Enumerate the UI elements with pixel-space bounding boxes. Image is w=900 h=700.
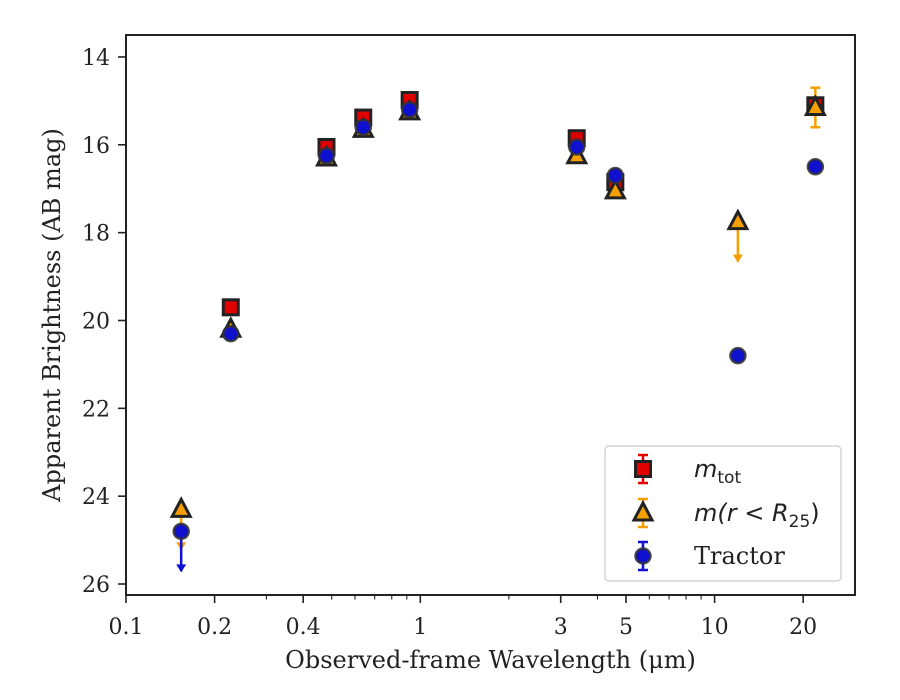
circle-data-point — [606, 166, 625, 185]
circle-data-point — [400, 100, 419, 119]
circle-data-point — [354, 118, 373, 136]
legend-label: Tractor — [694, 542, 785, 570]
circle-data-point — [222, 324, 240, 343]
legend-square-swatch — [634, 460, 652, 478]
y-tick-label: 18 — [82, 222, 110, 247]
y-tick-label: 16 — [82, 134, 110, 159]
y-axis-label: Apparent Brightness (AB mag) — [38, 128, 66, 503]
triangle-data-point — [726, 208, 750, 231]
y-tick-label: 24 — [82, 485, 110, 510]
x-tick-label: 0.2 — [197, 615, 232, 640]
triangle-data-point — [603, 177, 627, 200]
square-data-point — [221, 298, 240, 317]
legend-label: mtot — [694, 455, 741, 488]
circle-data-point — [317, 147, 336, 165]
x-tick-label: 3 — [554, 615, 568, 640]
legend-triangle-swatch — [631, 499, 655, 522]
x-tick-label: 1 — [413, 615, 427, 640]
y-tick-label: 22 — [82, 397, 110, 422]
x-axis-label: Observed-frame Wavelength (μm) — [285, 646, 696, 674]
x-tick-label: 0.4 — [286, 615, 321, 640]
circle-data-point — [567, 138, 586, 156]
legend-label: m(r < R25) — [694, 499, 820, 532]
upper-limit-arrowhead — [732, 254, 743, 263]
plot-frame — [125, 34, 856, 596]
triangle-data-point — [803, 94, 827, 116]
legend-box — [604, 445, 842, 582]
x-tick-label: 10 — [701, 615, 729, 640]
x-tick-label: 20 — [789, 615, 817, 640]
y-tick-label: 14 — [82, 46, 110, 71]
x-tick-label: 0.1 — [109, 615, 144, 640]
legend: mtot m(r < R25) Tractor — [604, 445, 842, 582]
axis-ticks: 0.1 0.2 0.4 1 3 5 10 20 14 16 18 20 22 24 26 — [82, 46, 817, 640]
triangle-data-point — [169, 496, 193, 518]
legend-circle-swatch — [634, 547, 652, 565]
data-marks — [169, 86, 827, 573]
y-tick-label: 20 — [82, 309, 110, 334]
circle-data-point — [172, 522, 190, 541]
y-tick-label: 26 — [82, 573, 110, 598]
upper-limit-arrowhead — [176, 564, 187, 573]
circle-data-point — [729, 346, 747, 365]
circle-data-point — [806, 158, 825, 176]
x-tick-label: 5 — [619, 615, 633, 640]
